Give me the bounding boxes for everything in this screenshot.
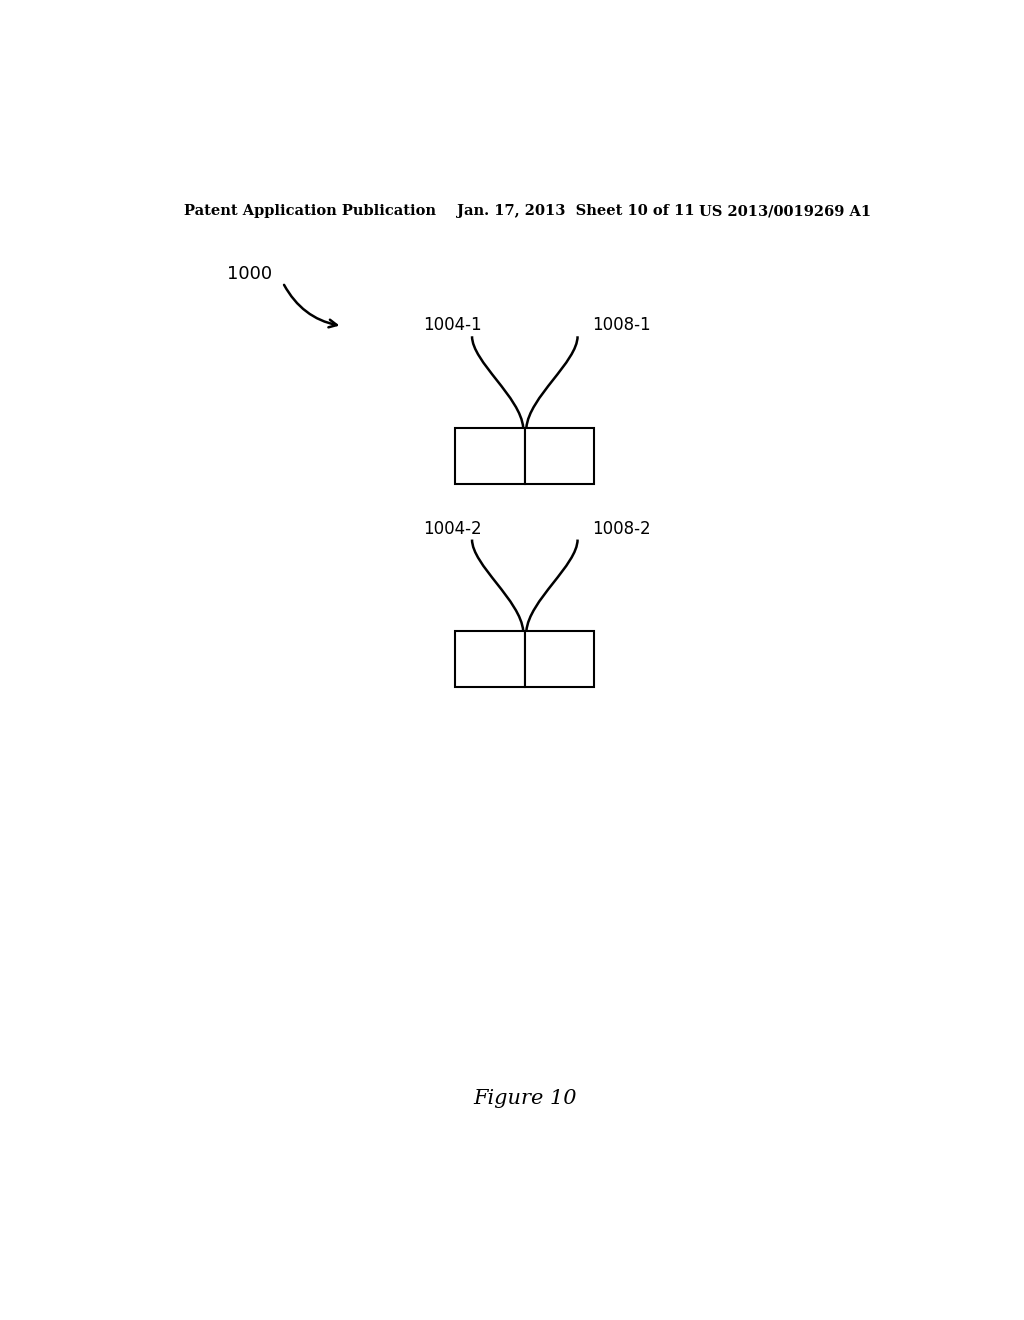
Bar	[456, 631, 525, 686]
Text: 1004-1: 1004-1	[423, 317, 481, 334]
Bar	[524, 428, 594, 483]
Bar	[456, 428, 525, 483]
Text: 1008-1: 1008-1	[592, 317, 650, 334]
Text: 1000: 1000	[227, 265, 272, 282]
Text: 1008-2: 1008-2	[592, 520, 650, 537]
Text: 1004-2: 1004-2	[423, 520, 481, 537]
Text: Patent Application Publication: Patent Application Publication	[183, 205, 435, 218]
Text: Figure 10: Figure 10	[473, 1089, 577, 1107]
Text: US 2013/0019269 A1: US 2013/0019269 A1	[699, 205, 871, 218]
Bar	[524, 631, 594, 686]
Text: Jan. 17, 2013  Sheet 10 of 11: Jan. 17, 2013 Sheet 10 of 11	[458, 205, 695, 218]
